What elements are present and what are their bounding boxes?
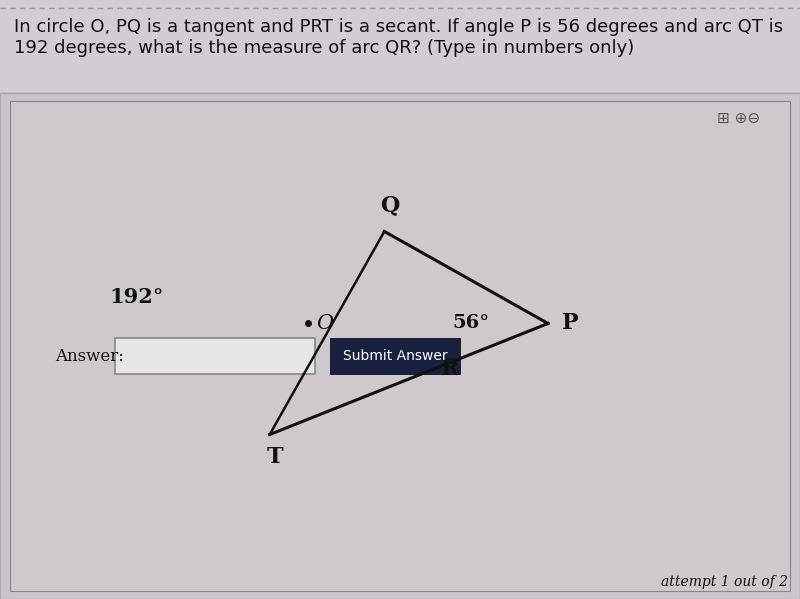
Text: In circle O, PQ is a tangent and PRT is a secant. If angle P is 56 degrees and a: In circle O, PQ is a tangent and PRT is … (14, 18, 783, 57)
Text: 192°: 192° (110, 288, 164, 307)
Text: R: R (441, 358, 459, 380)
Text: T: T (266, 446, 283, 468)
Bar (115, 338, 315, 374)
Text: Submit Answer: Submit Answer (342, 349, 447, 363)
Bar (10, 101, 790, 591)
Text: O: O (316, 314, 333, 334)
Text: P: P (562, 313, 578, 334)
Text: Answer:: Answer: (55, 347, 124, 365)
Text: attempt 1 out of 2: attempt 1 out of 2 (661, 575, 788, 589)
Text: ⊞ ⊕⊖: ⊞ ⊕⊖ (717, 111, 760, 126)
Text: Q: Q (380, 195, 399, 216)
Bar (330, 338, 460, 374)
Text: 56°: 56° (453, 314, 490, 332)
Bar (0, 93, 800, 599)
